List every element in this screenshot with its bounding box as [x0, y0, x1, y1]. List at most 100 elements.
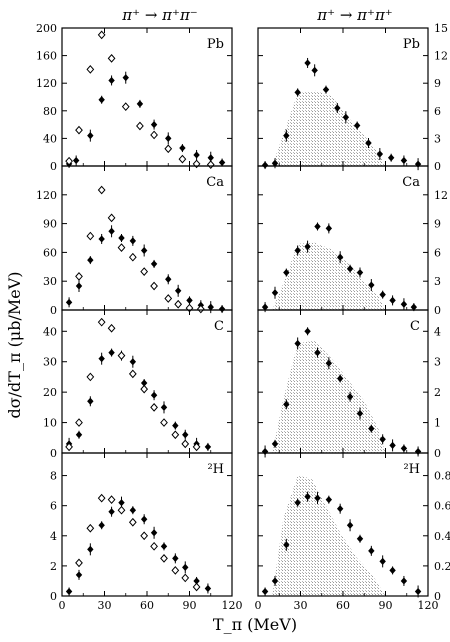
data-point-filled	[165, 275, 172, 283]
data-point-filled	[186, 296, 193, 304]
data-point-filled	[322, 86, 330, 94]
data-point-open	[206, 160, 215, 169]
data-point-open	[65, 156, 73, 166]
data-point-filled	[193, 151, 200, 159]
data-point-open	[150, 541, 158, 551]
data-point-filled	[414, 447, 422, 456]
y-tick-label: 0	[434, 304, 441, 317]
data-point-open	[164, 144, 173, 154]
data-point-filled	[283, 400, 290, 408]
data-point-open	[86, 523, 95, 533]
x-tick-label: 120	[222, 599, 243, 612]
data-point-filled	[389, 566, 396, 575]
y-tick-label: 3	[434, 132, 441, 145]
y-tick-label: 0.6	[434, 500, 450, 513]
x-tick-label: 0	[255, 599, 262, 612]
data-point-filled	[108, 227, 115, 235]
data-point-filled	[182, 563, 189, 571]
data-point-filled	[98, 96, 105, 104]
data-point-filled	[311, 66, 318, 74]
data-point-filled	[65, 587, 73, 596]
data-point-filled	[342, 113, 350, 121]
data-point-filled	[283, 268, 290, 277]
panel-c-pm: 0 10 20 30 40 C	[43, 309, 233, 460]
data-point-open	[150, 281, 158, 291]
data-point-filled	[271, 159, 279, 167]
data-point-filled	[283, 541, 290, 549]
panel-pb-pp: 0 3 6 9 12 15 Pb	[257, 22, 448, 173]
data-point-open	[97, 185, 106, 195]
y-tick-label: 0	[434, 447, 441, 460]
data-point-filled	[118, 499, 125, 507]
y-tick-label: 9	[434, 218, 441, 231]
panel-label: Pb	[207, 37, 224, 52]
data-point-open	[136, 121, 144, 131]
y-tick-label: 6	[434, 246, 441, 259]
data-point-filled	[336, 253, 344, 261]
data-point-filled	[160, 403, 168, 411]
data-point-filled	[207, 303, 214, 311]
data-point-filled	[98, 235, 105, 243]
y-tick-label: 4	[434, 325, 441, 338]
data-point-open	[86, 372, 95, 382]
data-point-open	[181, 573, 190, 583]
data-point-filled	[356, 268, 364, 277]
data-point-filled	[182, 431, 189, 439]
y-tick-label: 80	[43, 105, 57, 118]
data-point-filled	[336, 374, 344, 383]
data-point-filled	[204, 584, 212, 593]
data-point-filled	[193, 577, 200, 585]
data-point-open	[128, 369, 137, 379]
data-point-filled	[294, 246, 301, 255]
data-point-open	[140, 267, 149, 276]
data-point-filled	[87, 256, 94, 264]
data-point-open	[192, 442, 201, 452]
data-point-filled	[314, 222, 321, 231]
y-tick-label: 6	[50, 500, 57, 513]
x-tick-label: 30	[294, 599, 308, 612]
x-tick-label: 60	[140, 599, 154, 612]
data-point-filled	[379, 291, 386, 299]
data-point-filled	[379, 435, 386, 443]
panel-label: ²H	[207, 462, 224, 477]
data-point-filled	[294, 339, 301, 348]
data-point-filled	[261, 447, 269, 456]
data-point-filled	[75, 431, 83, 439]
data-point-filled	[325, 496, 333, 504]
y-tick-label: 1	[434, 417, 441, 430]
data-point-filled	[87, 132, 94, 140]
data-point-filled	[150, 391, 158, 399]
panel-label: C	[410, 319, 420, 334]
y-tick-label: 0	[434, 590, 441, 603]
y-tick-label: 90	[43, 218, 57, 231]
data-point-open	[196, 304, 205, 314]
panel-c-pp: 0 1 2 3 4 C	[257, 309, 441, 460]
data-point-filled	[129, 358, 137, 366]
data-point-filled	[87, 545, 94, 553]
column-title-left: π⁺ → π⁺π⁻	[121, 6, 197, 24]
panel-label: Pb	[403, 37, 420, 52]
data-point-filled	[414, 587, 422, 596]
y-tick-label: 160	[36, 50, 57, 63]
y-tick-label: 8	[50, 470, 57, 483]
y-tick-label: 3	[434, 275, 441, 288]
data-point-filled	[346, 393, 354, 401]
y-tick-label: 4	[50, 530, 57, 543]
data-point-filled	[368, 547, 375, 555]
data-point-filled	[204, 443, 212, 451]
data-point-filled	[334, 104, 341, 112]
data-point-open	[171, 566, 180, 575]
data-point-filled	[87, 397, 94, 405]
data-point-filled	[122, 74, 129, 82]
data-point-filled	[218, 305, 226, 313]
data-point-filled	[98, 521, 105, 529]
data-point-open	[121, 102, 130, 112]
data-point-filled	[376, 150, 384, 158]
data-point-filled	[140, 246, 148, 255]
data-point-filled	[353, 121, 361, 130]
y-tick-label: 0.4	[434, 530, 450, 543]
x-tick-label: 0	[59, 599, 66, 612]
x-tick-label: 60	[336, 599, 350, 612]
data-point-filled	[174, 287, 182, 295]
data-point-open	[171, 430, 180, 440]
